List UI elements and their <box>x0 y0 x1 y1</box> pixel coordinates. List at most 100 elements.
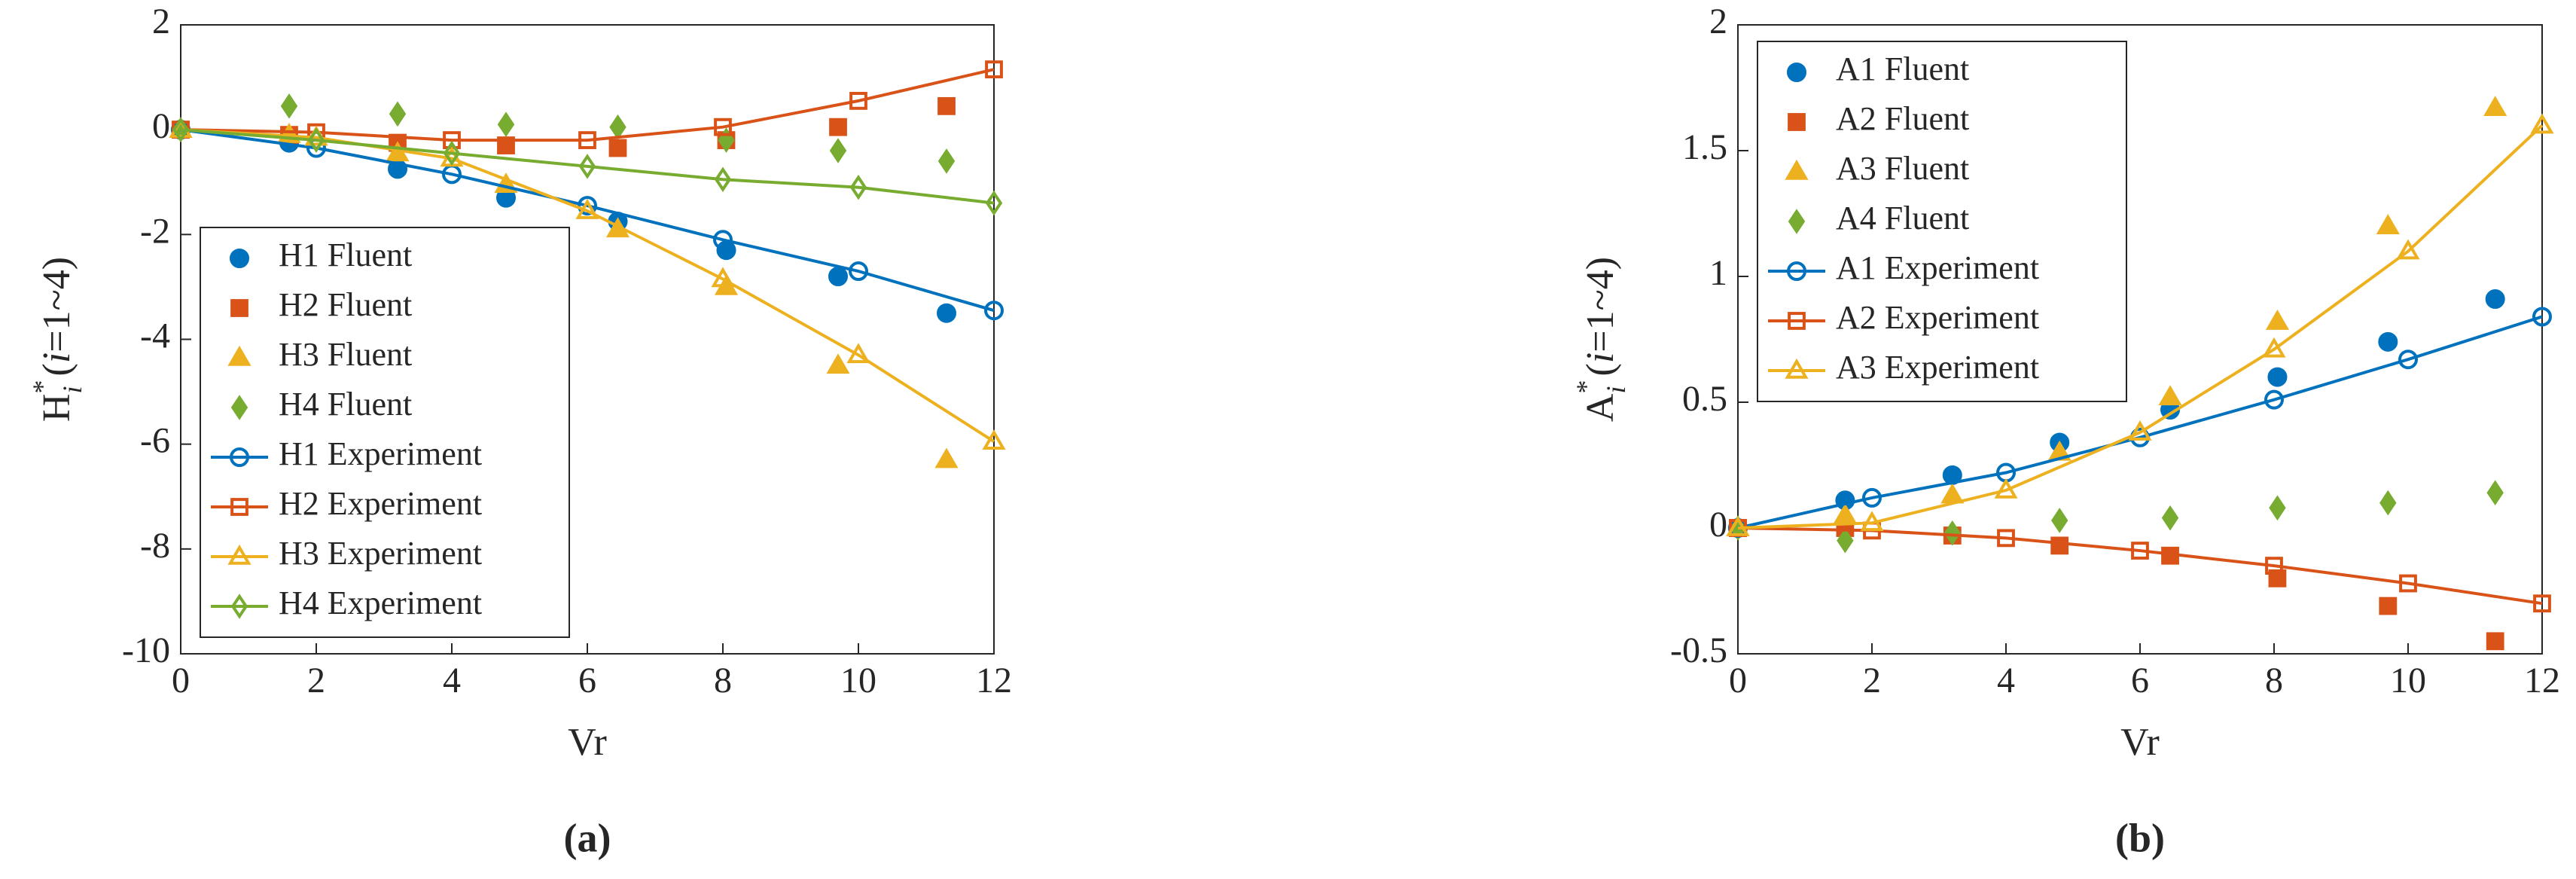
marker <box>2379 490 2397 516</box>
marker <box>2376 214 2400 234</box>
legend-marker <box>1788 312 1806 330</box>
legend-marker <box>230 249 249 268</box>
legend: H1 Fluent H2 Fluent H3 Fluent H4 Fluent H1 E… <box>200 227 570 638</box>
series-line <box>180 128 995 205</box>
marker <box>578 196 597 216</box>
legend-label: H4 Fluent <box>279 386 412 423</box>
legend-marker <box>1788 209 1806 234</box>
legend-marker <box>1788 113 1806 131</box>
y-tick-label: 2 <box>152 2 170 41</box>
y-axis-label-part: ( <box>35 363 78 386</box>
caption: (b) <box>2115 815 2165 860</box>
y-axis-label-part: i <box>35 353 78 363</box>
marker <box>2269 495 2286 521</box>
legend-label: A3 Experiment <box>1836 349 2039 386</box>
series-line <box>1737 124 2544 530</box>
marker <box>172 117 190 142</box>
marker <box>2396 239 2420 260</box>
marker <box>2267 367 2288 387</box>
legend-marker <box>1787 261 1806 281</box>
x-tick-label: 0 <box>172 661 190 700</box>
x-tick-label: 10 <box>840 661 876 700</box>
marker <box>934 447 959 468</box>
x-axis-label: Vr <box>568 721 607 764</box>
marker <box>2486 632 2504 651</box>
x-tick-label: 6 <box>2131 661 2149 700</box>
y-axis-label-part: i <box>1579 353 1622 363</box>
y-axis-label: A*i (i=1~4) <box>1571 257 1631 422</box>
marker <box>2483 96 2507 117</box>
marker <box>2262 337 2286 358</box>
y-tick-label: -8 <box>140 526 170 566</box>
marker <box>578 154 596 179</box>
marker <box>2158 385 2182 406</box>
marker <box>2486 480 2504 506</box>
marker <box>575 198 599 219</box>
marker <box>307 127 325 153</box>
legend-label: A2 Fluent <box>1836 100 1969 137</box>
legend-label: A1 Experiment <box>1836 249 2039 286</box>
legend-marker <box>230 498 248 516</box>
marker <box>2265 557 2283 575</box>
marker <box>718 127 735 153</box>
marker <box>497 136 515 154</box>
marker <box>1833 503 1857 524</box>
x-tick-label: 10 <box>2390 661 2426 700</box>
marker <box>713 230 733 250</box>
legend-marker <box>227 345 252 366</box>
y-tick-label: 1 <box>1709 253 1727 293</box>
marker <box>1837 527 1854 554</box>
marker <box>985 190 1003 216</box>
marker <box>716 240 736 261</box>
legend-label: H3 Fluent <box>279 336 412 373</box>
marker <box>2050 536 2069 555</box>
marker <box>2530 113 2554 134</box>
y-axis-label-part: i <box>57 386 87 393</box>
marker <box>2398 349 2418 370</box>
marker <box>849 261 868 282</box>
marker <box>849 91 867 110</box>
y-axis-label-part: =1~4) <box>1579 257 1622 353</box>
legend-label: A1 Fluent <box>1836 50 1969 87</box>
marker <box>1862 487 1882 508</box>
legend-label: H3 Experiment <box>279 535 482 572</box>
marker <box>985 60 1003 79</box>
marker <box>2264 389 2284 410</box>
legend-label: H1 Experiment <box>279 435 482 472</box>
marker <box>1994 478 2018 499</box>
y-tick-label: 1.5 <box>1682 127 1727 167</box>
marker <box>1943 520 1962 546</box>
y-axis-label-part: i <box>1601 386 1631 393</box>
x-tick-label: 8 <box>2265 661 2283 700</box>
y-axis-label-part: * <box>1571 380 1601 394</box>
marker <box>608 139 627 157</box>
x-tick-label: 12 <box>2524 661 2560 700</box>
marker <box>2128 420 2152 441</box>
x-tick-label: 2 <box>307 661 325 700</box>
x-axis-label: Vr <box>2120 721 2160 764</box>
marker <box>829 138 847 163</box>
marker <box>2485 289 2505 310</box>
marker <box>1726 515 1750 536</box>
marker <box>389 101 407 127</box>
y-axis-label-part: H <box>35 394 78 423</box>
marker <box>849 174 867 200</box>
x-tick-label: 4 <box>1997 661 2015 700</box>
marker <box>443 140 461 166</box>
legend-label: A2 Experiment <box>1836 299 2039 336</box>
y-tick-label: 2 <box>1709 2 1727 41</box>
marker <box>937 303 956 323</box>
marker <box>828 267 848 286</box>
y-tick-label: 0 <box>152 106 170 146</box>
legend-marker <box>230 395 248 420</box>
y-axis-label-part: ( <box>1579 363 1622 386</box>
series-line <box>180 128 995 443</box>
y-tick-label: -2 <box>140 211 170 251</box>
marker <box>937 96 956 115</box>
marker <box>1860 511 1884 532</box>
y-tick-label: -10 <box>122 630 170 670</box>
marker <box>578 131 596 149</box>
